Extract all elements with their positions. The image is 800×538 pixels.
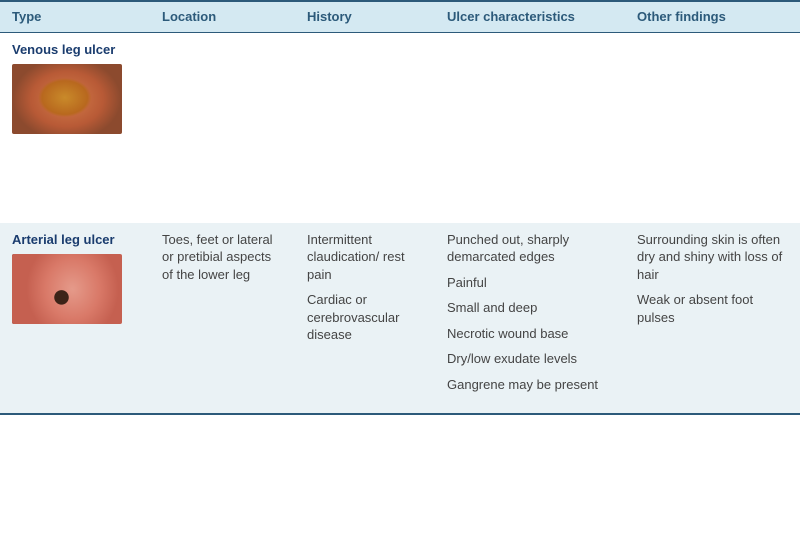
- cell-paragraph: Intermittent claudication/ rest pain: [307, 231, 425, 284]
- header-history: History: [295, 2, 435, 32]
- cell-history: [295, 33, 435, 49]
- cell-location: Toes, feet or lateral or pretibial aspec…: [150, 223, 295, 292]
- type-label: Arterial leg ulcer: [12, 231, 140, 249]
- header-ulcer: Ulcer characteristics: [435, 2, 625, 32]
- arterial-ulcer-image-content: [12, 254, 122, 324]
- header-type: Type: [0, 2, 150, 32]
- cell-ulcer: [435, 33, 625, 49]
- table-row: Arterial leg ulcer Toes, feet or lateral…: [0, 223, 800, 413]
- venous-ulcer-image-content: [12, 64, 122, 134]
- type-label: Venous leg ulcer: [12, 41, 140, 59]
- cell-type: Arterial leg ulcer: [0, 223, 150, 333]
- cell-other: [625, 33, 800, 49]
- cell-paragraph: Cardiac or cerebrovascular disease: [307, 291, 425, 344]
- table-header-row: Type Location History Ulcer characterist…: [0, 2, 800, 33]
- venous-ulcer-photo: [12, 64, 122, 134]
- cell-paragraph: Punched out, sharply demarcated edges: [447, 231, 615, 266]
- cell-paragraph: Small and deep: [447, 299, 615, 317]
- ulcer-comparison-table: Type Location History Ulcer characterist…: [0, 0, 800, 415]
- cell-location: [150, 33, 295, 49]
- cell-other: Surrounding skin is often dry and shiny …: [625, 223, 800, 335]
- cell-ulcer: Punched out, sharply demarcated edges Pai…: [435, 223, 625, 402]
- cell-paragraph: Necrotic wound base: [447, 325, 615, 343]
- table-row: Venous leg ulcer: [0, 33, 800, 223]
- header-other: Other findings: [625, 2, 800, 32]
- arterial-ulcer-photo: [12, 254, 122, 324]
- cell-paragraph: Gangrene may be present: [447, 376, 615, 394]
- cell-paragraph: Painful: [447, 274, 615, 292]
- cell-paragraph: Dry/low exudate levels: [447, 350, 615, 368]
- cell-history: Intermittent claudication/ rest pain Card…: [295, 223, 435, 352]
- cell-type: Venous leg ulcer: [0, 33, 150, 143]
- cell-paragraph: Weak or absent foot pulses: [637, 291, 790, 326]
- cell-paragraph: Surrounding skin is often dry and shiny …: [637, 231, 790, 284]
- header-location: Location: [150, 2, 295, 32]
- cell-paragraph: Toes, feet or lateral or pretibial aspec…: [162, 231, 285, 284]
